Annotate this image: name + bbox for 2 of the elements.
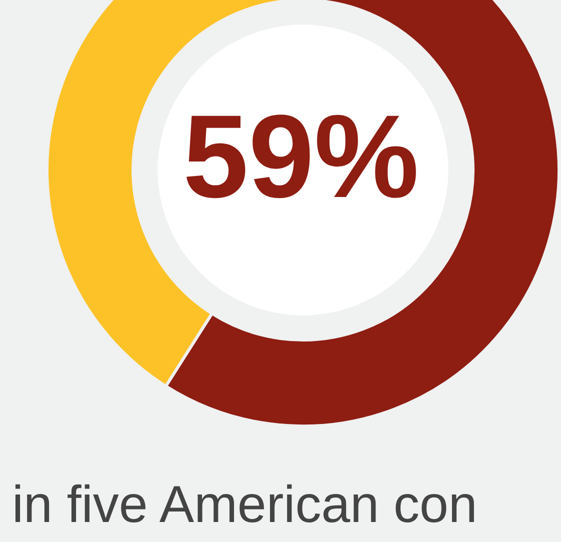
data-label: 59% — [182, 91, 420, 223]
text: in five American con — [12, 476, 478, 534]
